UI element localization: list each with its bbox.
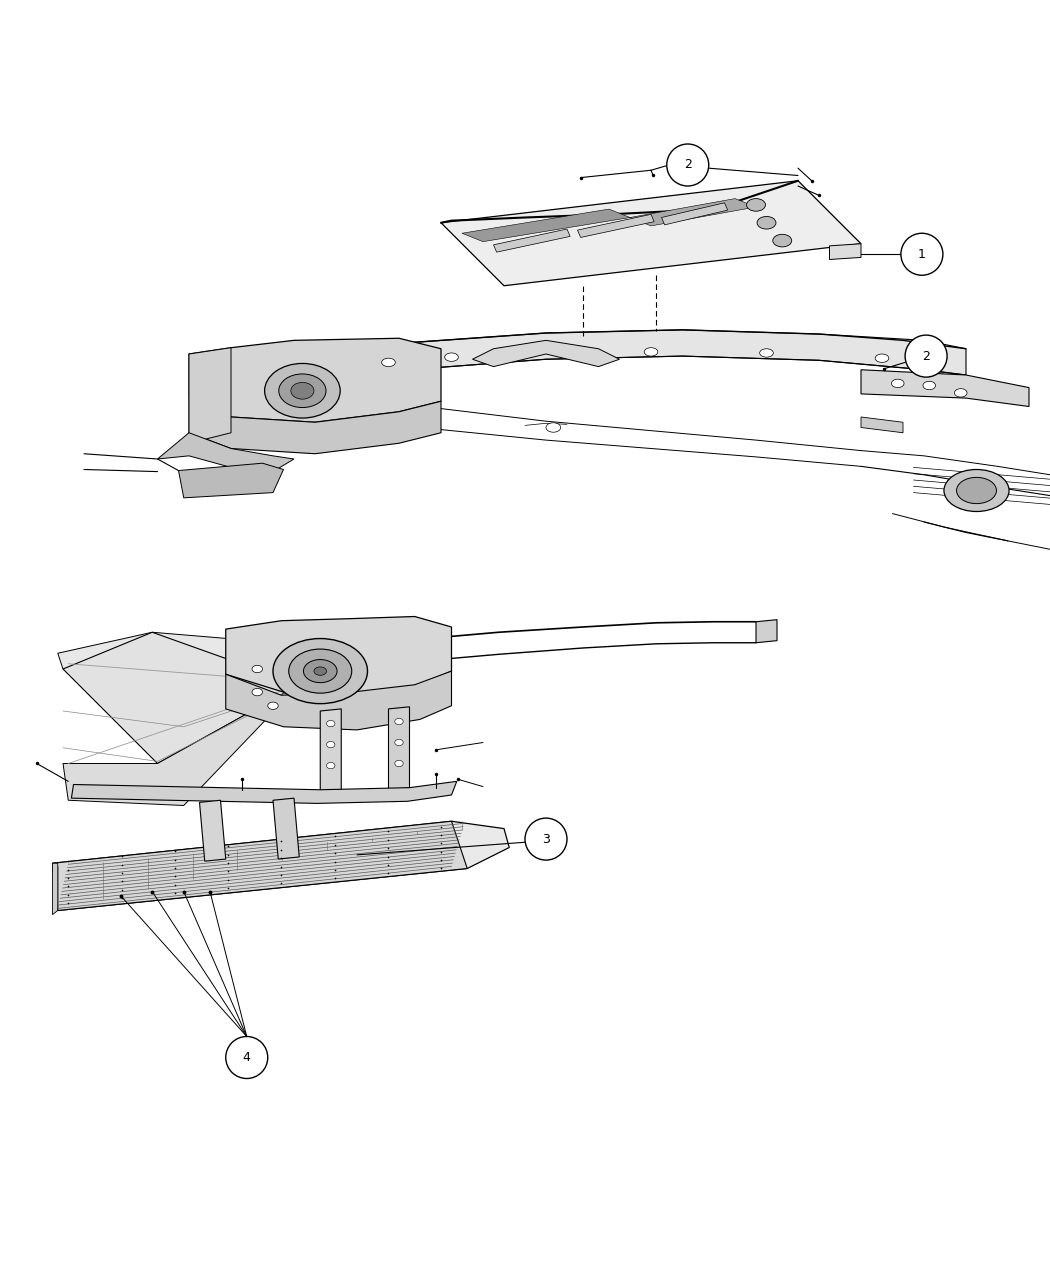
Circle shape <box>226 1037 268 1079</box>
Polygon shape <box>226 617 452 695</box>
Text: 2: 2 <box>922 349 930 362</box>
Circle shape <box>901 233 943 275</box>
Polygon shape <box>71 782 457 803</box>
Ellipse shape <box>923 381 936 390</box>
Ellipse shape <box>289 649 352 694</box>
Ellipse shape <box>252 688 262 696</box>
Ellipse shape <box>395 740 403 746</box>
Circle shape <box>525 819 567 861</box>
Polygon shape <box>63 685 299 806</box>
Polygon shape <box>200 801 226 861</box>
Ellipse shape <box>303 659 337 682</box>
Ellipse shape <box>444 353 458 361</box>
Text: 4: 4 <box>243 1051 251 1065</box>
Ellipse shape <box>773 235 792 247</box>
Ellipse shape <box>944 469 1009 511</box>
Ellipse shape <box>327 720 335 727</box>
Ellipse shape <box>757 217 776 230</box>
Polygon shape <box>178 463 284 497</box>
Polygon shape <box>189 397 441 454</box>
Polygon shape <box>52 821 509 910</box>
Polygon shape <box>52 821 467 910</box>
Polygon shape <box>388 706 410 789</box>
Polygon shape <box>578 214 654 237</box>
Polygon shape <box>630 199 756 226</box>
Ellipse shape <box>759 349 773 357</box>
Ellipse shape <box>954 389 967 397</box>
Polygon shape <box>189 348 231 444</box>
Text: 2: 2 <box>684 158 692 172</box>
Polygon shape <box>158 432 294 472</box>
Polygon shape <box>58 632 357 685</box>
Polygon shape <box>320 709 341 792</box>
Ellipse shape <box>395 718 403 724</box>
Polygon shape <box>441 181 861 286</box>
Text: 3: 3 <box>542 833 550 845</box>
Ellipse shape <box>644 348 657 356</box>
Ellipse shape <box>265 363 340 418</box>
Ellipse shape <box>957 477 996 504</box>
Ellipse shape <box>395 760 403 766</box>
Ellipse shape <box>381 358 395 367</box>
Polygon shape <box>472 340 620 367</box>
Ellipse shape <box>546 423 561 432</box>
Ellipse shape <box>252 666 262 673</box>
Polygon shape <box>830 244 861 260</box>
Ellipse shape <box>747 199 765 212</box>
Polygon shape <box>63 632 299 764</box>
Ellipse shape <box>273 639 368 704</box>
Ellipse shape <box>327 742 335 747</box>
Ellipse shape <box>875 354 888 362</box>
Ellipse shape <box>278 374 326 408</box>
Ellipse shape <box>291 382 314 399</box>
Ellipse shape <box>327 762 335 769</box>
Ellipse shape <box>268 703 278 709</box>
Polygon shape <box>756 620 777 643</box>
Polygon shape <box>273 798 299 859</box>
Polygon shape <box>226 671 452 729</box>
Circle shape <box>905 335 947 377</box>
Polygon shape <box>284 330 966 380</box>
Ellipse shape <box>891 379 904 388</box>
Circle shape <box>667 144 709 186</box>
Polygon shape <box>861 370 1029 407</box>
Polygon shape <box>861 417 903 432</box>
Polygon shape <box>52 863 58 914</box>
Text: 1: 1 <box>918 247 926 261</box>
Polygon shape <box>189 338 441 422</box>
Polygon shape <box>462 209 630 242</box>
Polygon shape <box>662 203 728 224</box>
Polygon shape <box>494 230 570 252</box>
Ellipse shape <box>314 667 327 676</box>
